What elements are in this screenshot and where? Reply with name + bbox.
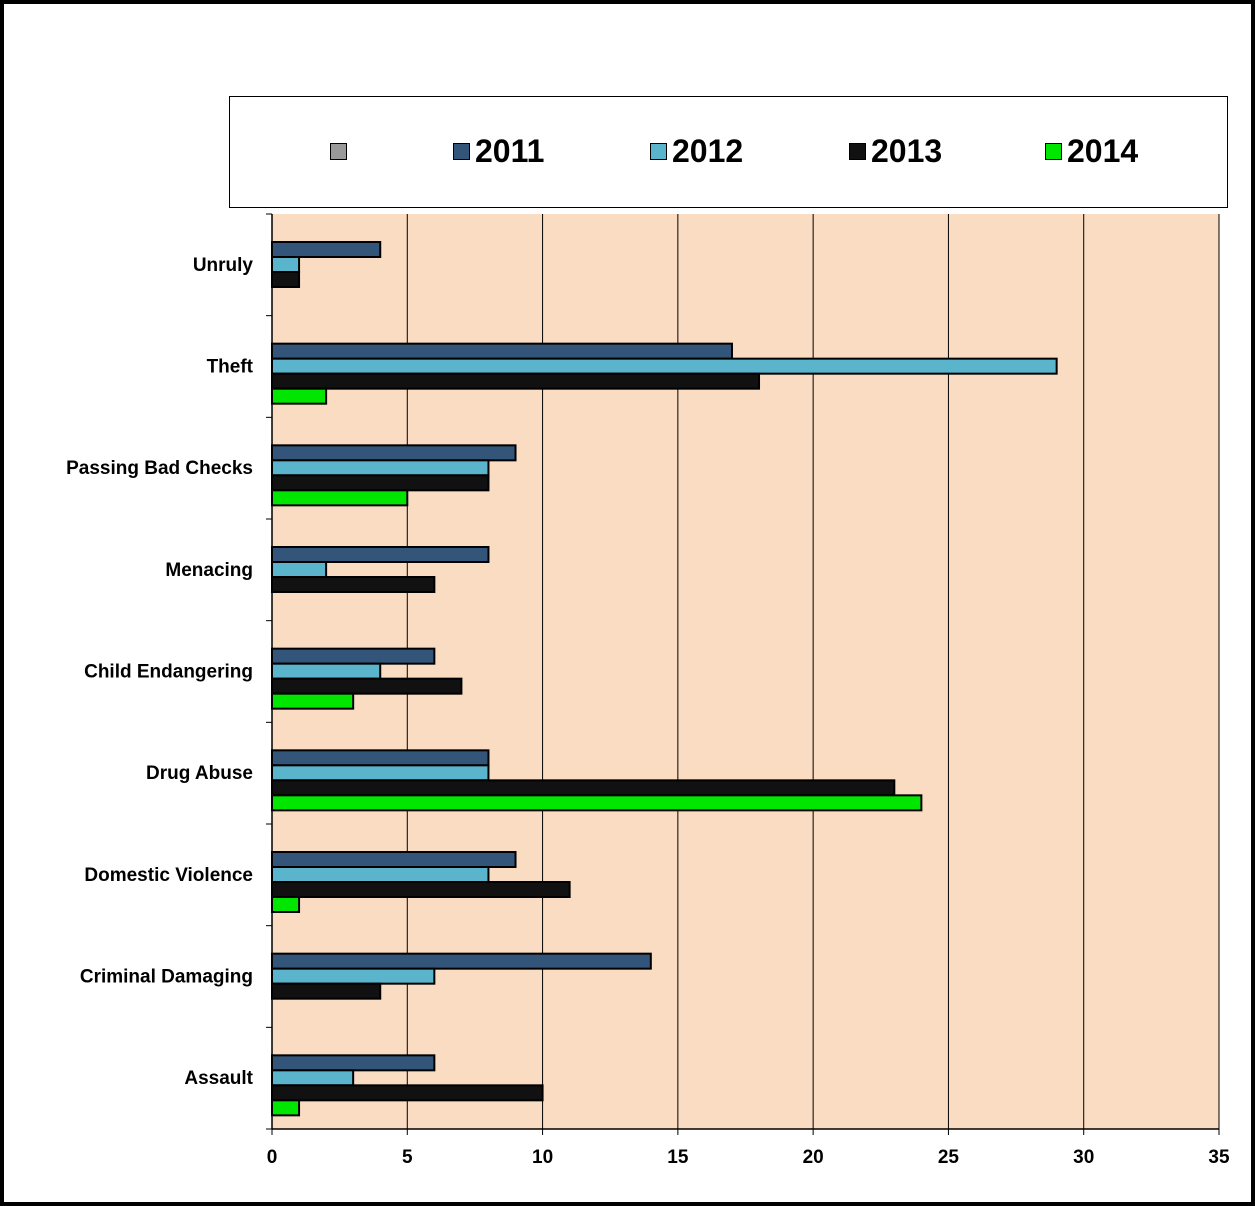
x-tick-label: 30 xyxy=(1073,1147,1094,1168)
bar-2012-assault xyxy=(271,1069,355,1087)
category-label-unruly: Unruly xyxy=(193,255,254,276)
legend-swatch xyxy=(650,142,667,160)
legend-swatch xyxy=(453,142,470,160)
legend-swatch xyxy=(1045,142,1062,160)
bar-2013-unruly xyxy=(271,271,301,288)
bar-2011-drug-abuse xyxy=(271,749,490,767)
bar-2011-child-endangering xyxy=(271,647,436,665)
category-label-child-endangering: Child Endangering xyxy=(84,662,253,683)
x-tick-label: 25 xyxy=(938,1147,960,1168)
x-tick-label: 35 xyxy=(1208,1147,1230,1168)
category-label-passing-bad-checks: Passing Bad Checks xyxy=(66,458,253,479)
bar-2014-passing-bad-checks xyxy=(271,489,409,507)
legend: 2011 2012 2013 2014 xyxy=(229,96,1228,208)
bar-2013-passing-bad-checks xyxy=(271,474,490,492)
legend-swatch xyxy=(849,142,866,160)
bar-2011-assault xyxy=(271,1054,436,1072)
bar-2011-unruly xyxy=(271,241,382,258)
category-label-menacing: Menacing xyxy=(165,560,253,581)
bar-2012-drug-abuse xyxy=(271,764,490,782)
bar-2013-theft xyxy=(271,372,761,390)
x-tick-label: 0 xyxy=(267,1147,278,1168)
bar-2013-menacing xyxy=(271,576,436,593)
bar-2014-child-endangering xyxy=(271,692,355,710)
bar-2012-unruly xyxy=(271,256,301,273)
bar-2014-assault xyxy=(271,1099,301,1117)
bar-2013-drug-abuse xyxy=(271,779,896,797)
legend-label: 2011 xyxy=(475,133,545,169)
bar-2011-criminal-damaging xyxy=(271,952,652,970)
bar-2012-criminal-damaging xyxy=(271,967,436,985)
legend-item-2011: 2011 xyxy=(453,131,544,171)
category-label-assault: Assault xyxy=(184,1068,253,1089)
x-tick-label: 10 xyxy=(532,1147,553,1168)
bar-2012-domestic-violence xyxy=(271,866,490,883)
category-label-drug-abuse: Drug Abuse xyxy=(146,763,253,784)
bar-2011-theft xyxy=(271,342,733,360)
category-label-criminal-damaging: Criminal Damaging xyxy=(80,967,253,988)
bar-2014-theft xyxy=(271,387,328,405)
bar-2012-passing-bad-checks xyxy=(271,459,490,477)
bar-2012-child-endangering xyxy=(271,662,382,680)
category-label-domestic-violence: Domestic Violence xyxy=(84,865,253,886)
bar-2011-domestic-violence xyxy=(271,851,517,868)
legend-label: 2013 xyxy=(871,133,943,169)
bar-2011-passing-bad-checks xyxy=(271,444,517,462)
bar-2014-drug-abuse xyxy=(271,794,923,812)
bar-2013-assault xyxy=(271,1084,544,1102)
legend-item-2012: 2012 xyxy=(650,131,743,171)
x-tick-label: 5 xyxy=(402,1147,413,1168)
category-label-theft: Theft xyxy=(207,357,254,378)
legend-item-2014: 2014 xyxy=(1045,131,1138,171)
bar-2012-theft xyxy=(271,357,1058,375)
x-tick-label: 20 xyxy=(803,1147,824,1168)
bar-2013-criminal-damaging xyxy=(271,982,382,1000)
legend-item-2013: 2013 xyxy=(849,131,942,171)
bar-2012-menacing xyxy=(271,561,328,578)
legend-label: 2012 xyxy=(672,133,744,169)
legend-item-unnamed xyxy=(330,131,352,171)
bar-2014-domestic-violence xyxy=(271,896,301,913)
legend-label: 2014 xyxy=(1067,133,1139,169)
bar-2013-domestic-violence xyxy=(271,881,571,898)
bar-2013-child-endangering xyxy=(271,677,463,695)
bar-2011-menacing xyxy=(271,546,490,563)
legend-swatch xyxy=(330,142,347,160)
x-tick-label: 15 xyxy=(667,1147,689,1168)
